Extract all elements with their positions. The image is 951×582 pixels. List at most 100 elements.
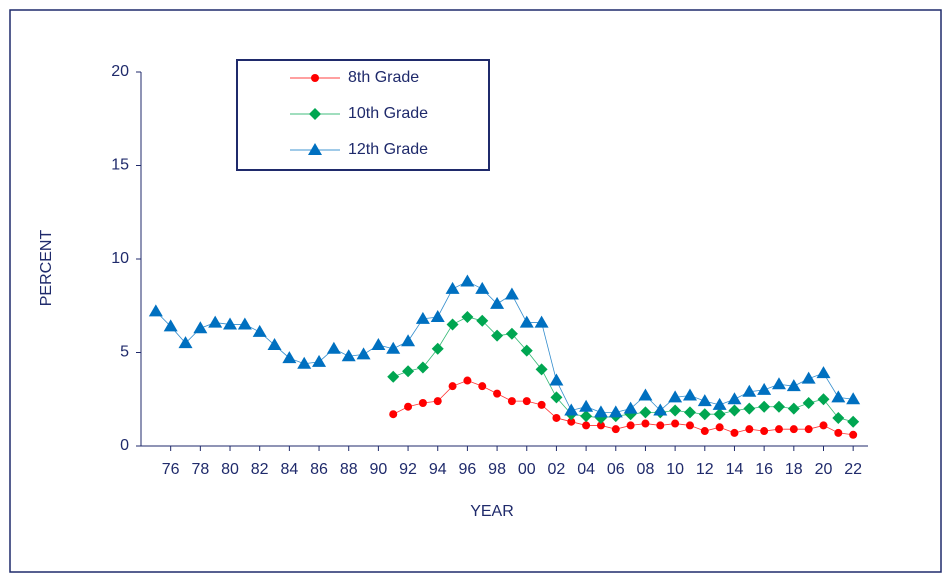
x-tick-label: 96 — [459, 461, 477, 478]
x-tick-label: 84 — [280, 461, 298, 478]
x-tick-label: 04 — [577, 461, 595, 478]
marker — [163, 319, 178, 332]
marker — [478, 382, 487, 391]
marker — [596, 421, 605, 430]
marker — [713, 408, 726, 421]
x-tick-label: 14 — [726, 461, 744, 478]
legend-label: 10th Grade — [348, 105, 428, 122]
marker — [638, 388, 653, 401]
marker — [446, 318, 459, 331]
marker — [549, 373, 564, 386]
marker — [522, 397, 531, 406]
marker — [387, 370, 400, 383]
marker — [802, 396, 815, 409]
marker — [237, 317, 252, 330]
marker — [831, 390, 846, 403]
x-tick-label: 06 — [607, 461, 625, 478]
x-tick-label: 10 — [666, 461, 684, 478]
marker — [404, 402, 413, 411]
marker — [745, 425, 754, 434]
marker — [537, 400, 546, 409]
marker — [433, 397, 442, 406]
marker — [309, 108, 321, 120]
marker — [849, 430, 858, 439]
marker — [742, 384, 757, 397]
x-tick-label: 78 — [191, 461, 209, 478]
marker — [356, 347, 371, 360]
marker — [312, 354, 327, 367]
marker — [771, 377, 786, 390]
marker — [641, 419, 650, 428]
marker — [208, 315, 223, 328]
x-tick-label: 00 — [518, 461, 536, 478]
marker — [819, 421, 828, 430]
x-tick-label: 08 — [637, 461, 655, 478]
marker — [389, 410, 398, 419]
marker — [847, 415, 860, 428]
y-tick-label: 0 — [120, 437, 129, 454]
marker — [430, 309, 445, 322]
marker — [311, 74, 319, 82]
marker — [564, 403, 579, 416]
marker — [193, 321, 208, 334]
marker — [715, 423, 724, 432]
marker — [445, 281, 460, 294]
marker — [308, 143, 322, 155]
legend-label: 12th Grade — [348, 141, 428, 158]
marker — [626, 421, 635, 430]
marker — [611, 425, 620, 434]
marker — [448, 382, 457, 391]
x-tick-label: 88 — [340, 461, 358, 478]
marker — [760, 427, 769, 436]
x-tick-label: 16 — [755, 461, 773, 478]
marker — [475, 281, 490, 294]
marker — [786, 379, 801, 392]
marker — [415, 311, 430, 324]
marker — [431, 342, 444, 355]
marker — [460, 274, 475, 287]
y-axis-label: PERCENT — [38, 230, 55, 307]
marker — [491, 329, 504, 342]
marker — [728, 404, 741, 417]
marker — [504, 287, 519, 300]
marker — [801, 371, 816, 384]
x-tick-label: 94 — [429, 461, 447, 478]
marker — [505, 327, 518, 340]
marker — [341, 349, 356, 362]
x-tick-label: 20 — [815, 461, 833, 478]
marker — [520, 344, 533, 357]
marker — [787, 402, 800, 415]
marker — [297, 356, 312, 369]
x-tick-label: 80 — [221, 461, 239, 478]
marker — [834, 428, 843, 437]
x-tick-label: 22 — [844, 461, 862, 478]
y-tick-label: 15 — [111, 157, 129, 174]
marker — [371, 338, 386, 351]
marker — [774, 425, 783, 434]
marker — [743, 402, 756, 415]
marker — [476, 314, 489, 327]
marker — [698, 408, 711, 421]
marker — [669, 404, 682, 417]
marker — [789, 425, 798, 434]
marker — [653, 403, 668, 416]
legend-box — [236, 59, 490, 171]
marker — [668, 390, 683, 403]
marker — [580, 410, 593, 423]
marker — [817, 393, 830, 406]
marker — [671, 419, 680, 428]
x-tick-label: 86 — [310, 461, 328, 478]
x-tick-label: 18 — [785, 461, 803, 478]
marker — [727, 392, 742, 405]
marker — [700, 427, 709, 436]
marker — [639, 406, 652, 419]
x-tick-label: 98 — [488, 461, 506, 478]
marker — [401, 334, 416, 347]
chart-border — [9, 9, 942, 573]
marker — [608, 405, 623, 418]
marker — [816, 366, 831, 379]
marker — [252, 324, 267, 337]
marker — [804, 425, 813, 434]
y-tick-label: 20 — [111, 63, 129, 80]
